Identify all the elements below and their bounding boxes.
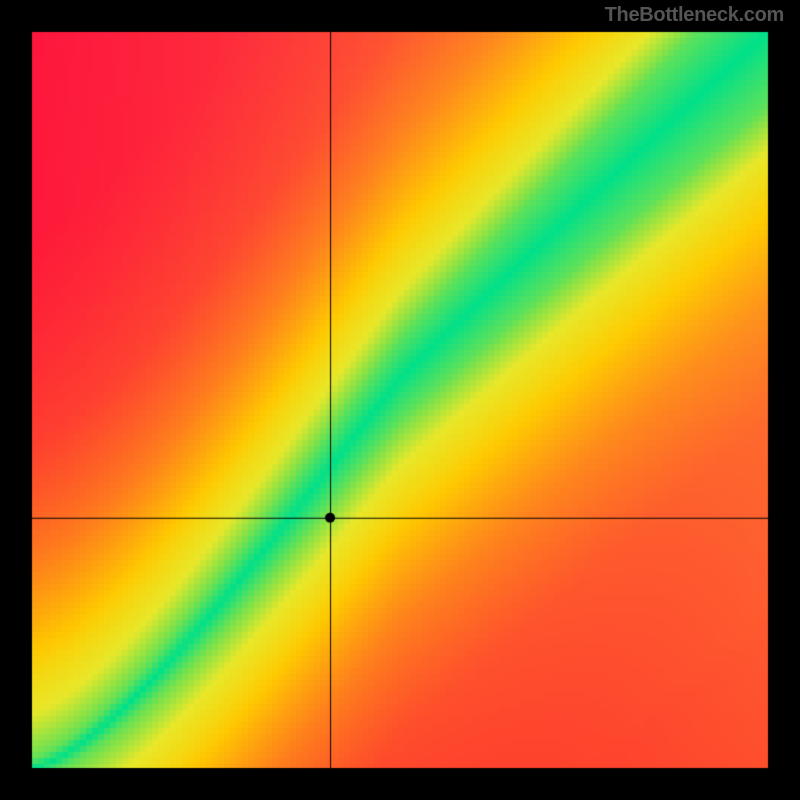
bottleneck-heatmap-canvas: [0, 0, 800, 800]
bottleneck-heatmap-container: { "watermark": { "text": "TheBottleneck.…: [0, 0, 800, 800]
watermark-text: TheBottleneck.com: [605, 4, 784, 27]
